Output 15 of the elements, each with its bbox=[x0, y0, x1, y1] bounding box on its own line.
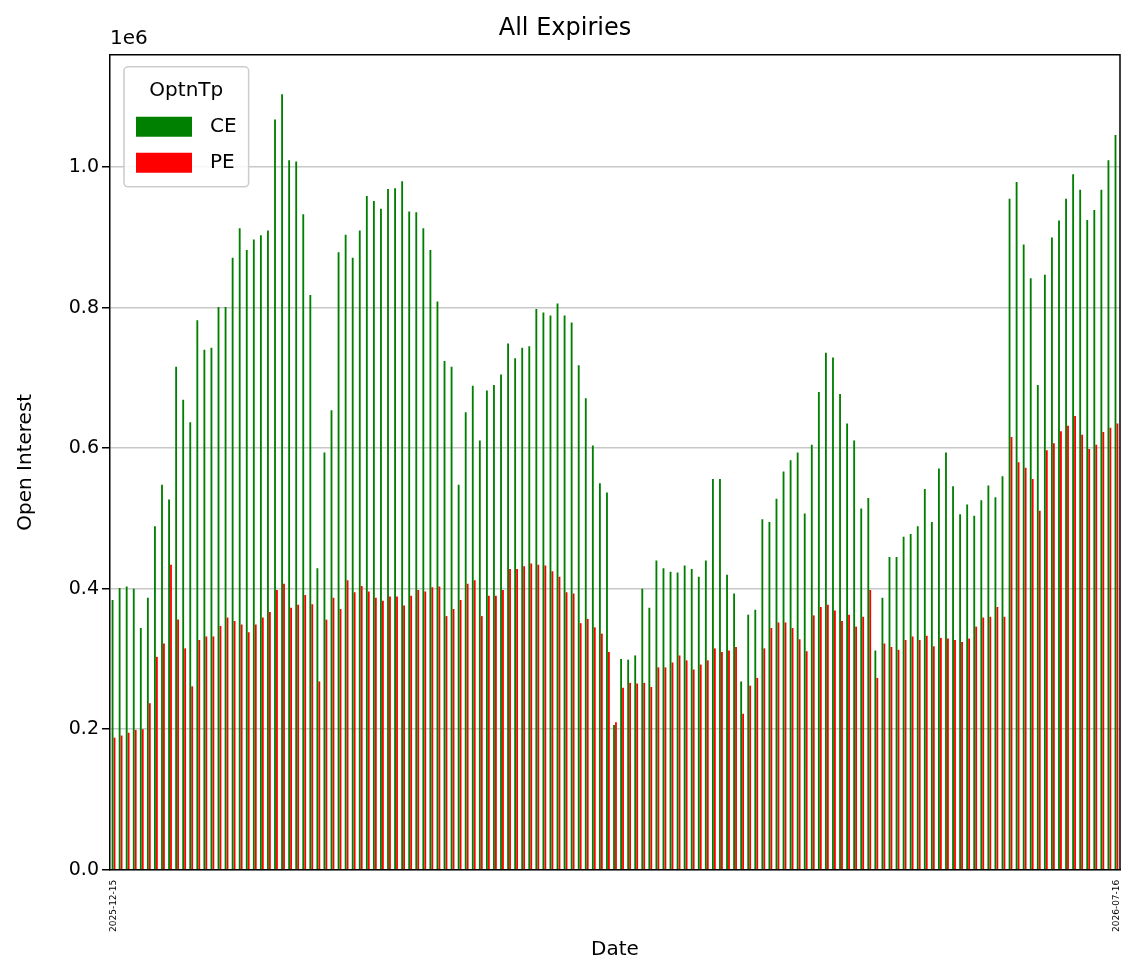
legend-label: PE bbox=[210, 149, 235, 173]
y-tick-label: 0.6 bbox=[68, 435, 99, 458]
y-tick-label: 0.8 bbox=[68, 294, 99, 317]
x-tick-label: 2026-07-16 bbox=[1110, 879, 1121, 933]
y-tick-label: 0.0 bbox=[68, 856, 99, 879]
x-tick-label: 2025-12-15 bbox=[107, 879, 118, 933]
legend-title: OptnTp bbox=[149, 77, 224, 101]
y-tick-label: 0.4 bbox=[68, 575, 99, 598]
x-axis-title: Date bbox=[591, 936, 639, 961]
text: 1e6 bbox=[110, 25, 148, 49]
y-tick-label: 1.0 bbox=[68, 154, 99, 177]
y-tick-label: 0.2 bbox=[68, 716, 99, 739]
y-axis-title: Open Interest bbox=[12, 393, 37, 531]
chart-title: All Expiries bbox=[498, 12, 632, 41]
legend-label: CE bbox=[210, 113, 237, 137]
